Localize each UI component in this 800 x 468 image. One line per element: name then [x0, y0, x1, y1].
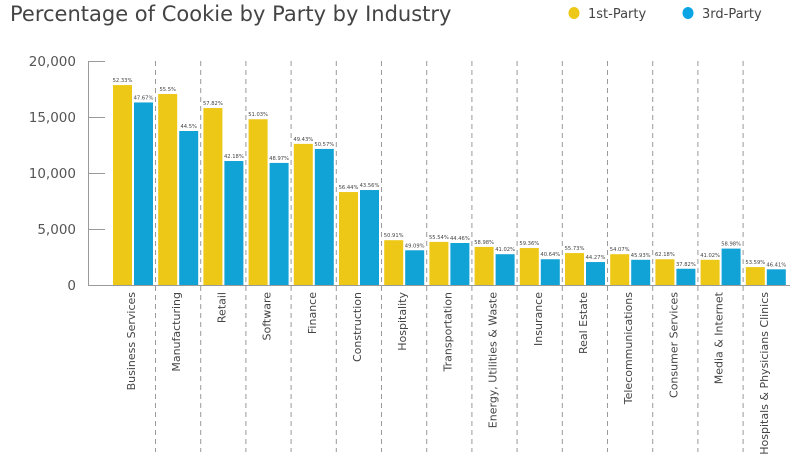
legend-marker-1st-party-icon: [568, 7, 580, 19]
x-tick-label: Media & Internet: [713, 291, 726, 384]
bar-1st-party[interactable]: [610, 254, 630, 285]
bar-1st-party[interactable]: [113, 85, 132, 285]
bar-3rd-party[interactable]: [314, 148, 334, 285]
bar-1st-party[interactable]: [248, 119, 268, 286]
data-label-1st-party: 57.82%: [203, 101, 223, 107]
data-label-3rd-party: 47.67%: [134, 95, 154, 101]
data-label-3rd-party: 50.57%: [314, 142, 334, 148]
x-tick-label: Energy, Utilities & Waste: [487, 292, 500, 428]
data-label-1st-party: 56.44%: [339, 185, 359, 191]
legend-item-1st-party[interactable]: 1st-Party: [568, 7, 647, 22]
bar-3rd-party[interactable]: [540, 259, 560, 285]
bar-3rd-party[interactable]: [269, 162, 289, 285]
bar-1st-party[interactable]: [519, 248, 539, 285]
data-label-1st-party: 55.54%: [429, 235, 449, 241]
x-tick-label: Real Estate: [577, 292, 590, 354]
data-label-3rd-party: 44.27%: [586, 255, 606, 261]
x-tick-label: Hospitality: [396, 292, 409, 351]
bar-1st-party[interactable]: [474, 246, 494, 285]
x-tick-label: Finance: [306, 292, 319, 334]
x-tick-label: Hospitals & Physicians Clinics: [758, 292, 771, 455]
data-label-3rd-party: 43.56%: [360, 183, 380, 189]
bar-1st-party[interactable]: [655, 259, 675, 285]
data-label-1st-party: 52.33%: [113, 78, 133, 84]
chart-title: Percentage of Cookie by Party by Industr…: [10, 2, 451, 26]
x-tick-label: Retail: [215, 292, 228, 323]
data-label-1st-party: 51.03%: [248, 112, 268, 118]
data-label-1st-party: 62.18%: [655, 252, 675, 258]
data-label-1st-party: 55.73%: [565, 246, 585, 252]
bar-3rd-party[interactable]: [450, 243, 470, 285]
data-label-1st-party: 59.36%: [519, 241, 539, 247]
data-label-1st-party: 54.07%: [610, 247, 630, 253]
x-tick-label: Software: [261, 292, 274, 341]
bar-3rd-party[interactable]: [179, 131, 199, 285]
bar-3rd-party[interactable]: [405, 250, 425, 285]
x-axis-labels: Business Services Manufacturing Retail Soft…: [125, 291, 771, 454]
data-label-1st-party: 49.43%: [293, 137, 313, 143]
bar-1st-party[interactable]: [339, 192, 358, 285]
data-label-3rd-party: 48.97%: [269, 156, 289, 162]
bar-3rd-party[interactable]: [586, 262, 605, 285]
data-label-1st-party: 53.59%: [745, 260, 765, 266]
y-tick-label: 5,000: [37, 222, 76, 238]
bar-3rd-party[interactable]: [631, 259, 651, 285]
x-tick-label: Transportation: [441, 292, 454, 372]
legend-label-3rd-party: 3rd-Party: [702, 7, 762, 22]
data-label-3rd-party: 49.09%: [405, 243, 425, 249]
legend-marker-3rd-party-icon: [682, 7, 694, 19]
data-label-3rd-party: 37.82%: [676, 262, 696, 268]
y-tick-label: 10,000: [29, 166, 76, 182]
y-tick-label: 0: [67, 278, 76, 294]
data-label-3rd-party: 58.98%: [721, 242, 741, 248]
bar-1st-party[interactable]: [565, 253, 584, 285]
data-label-3rd-party: 44.5%: [180, 124, 197, 130]
bar-1st-party[interactable]: [700, 259, 720, 285]
group-separators: [155, 61, 744, 452]
legend-label-1st-party: 1st-Party: [588, 7, 646, 22]
bar-1st-party[interactable]: [158, 94, 178, 285]
bar-3rd-party[interactable]: [495, 254, 515, 285]
data-label-3rd-party: 42.18%: [224, 154, 244, 160]
x-tick-label: Manufacturing: [170, 292, 183, 372]
data-label-3rd-party: 45.93%: [631, 253, 651, 259]
bar-3rd-party[interactable]: [360, 190, 379, 285]
x-tick-label: Consumer Services: [667, 292, 680, 398]
bar-3rd-party[interactable]: [721, 248, 741, 285]
legend-item-3rd-party[interactable]: 3rd-Party: [682, 7, 762, 22]
y-tick-label: 15,000: [29, 110, 76, 126]
data-label-3rd-party: 40.64%: [540, 252, 560, 258]
bar-3rd-party[interactable]: [766, 269, 786, 285]
data-label-1st-party: 50.91%: [384, 233, 404, 239]
data-label-3rd-party: 44.46%: [450, 236, 470, 242]
bar-1st-party[interactable]: [745, 267, 765, 285]
y-tick-label: 20,000: [29, 54, 76, 70]
bar-1st-party[interactable]: [384, 240, 404, 285]
bar-1st-party[interactable]: [293, 143, 313, 285]
data-label-1st-party: 55.5%: [159, 87, 176, 93]
bar-3rd-party[interactable]: [224, 161, 244, 285]
x-tick-label: Telecommunications: [622, 292, 635, 406]
bars: [113, 85, 786, 286]
bar-1st-party[interactable]: [429, 241, 449, 285]
bar-3rd-party[interactable]: [676, 268, 696, 285]
data-label-1st-party: 58.98%: [474, 240, 494, 246]
x-tick-label: Business Services: [125, 292, 138, 391]
y-axis: 0 5,000 10,000 15,000 20,000: [29, 54, 105, 294]
legend: 1st-Party 3rd-Party: [568, 7, 762, 22]
data-label-3rd-party: 46.41%: [766, 262, 786, 268]
data-labels: 52.33% 47.67% 55.5% 44.5% 57.82% 42.18% 51.03%…: [113, 78, 787, 268]
bar-1st-party[interactable]: [203, 108, 223, 285]
data-label-1st-party: 41.02%: [700, 253, 720, 259]
x-tick-label: Insurance: [532, 292, 545, 346]
x-tick-label: Construction: [351, 292, 364, 362]
data-label-3rd-party: 41.02%: [495, 247, 515, 253]
bar-3rd-party[interactable]: [134, 102, 153, 285]
